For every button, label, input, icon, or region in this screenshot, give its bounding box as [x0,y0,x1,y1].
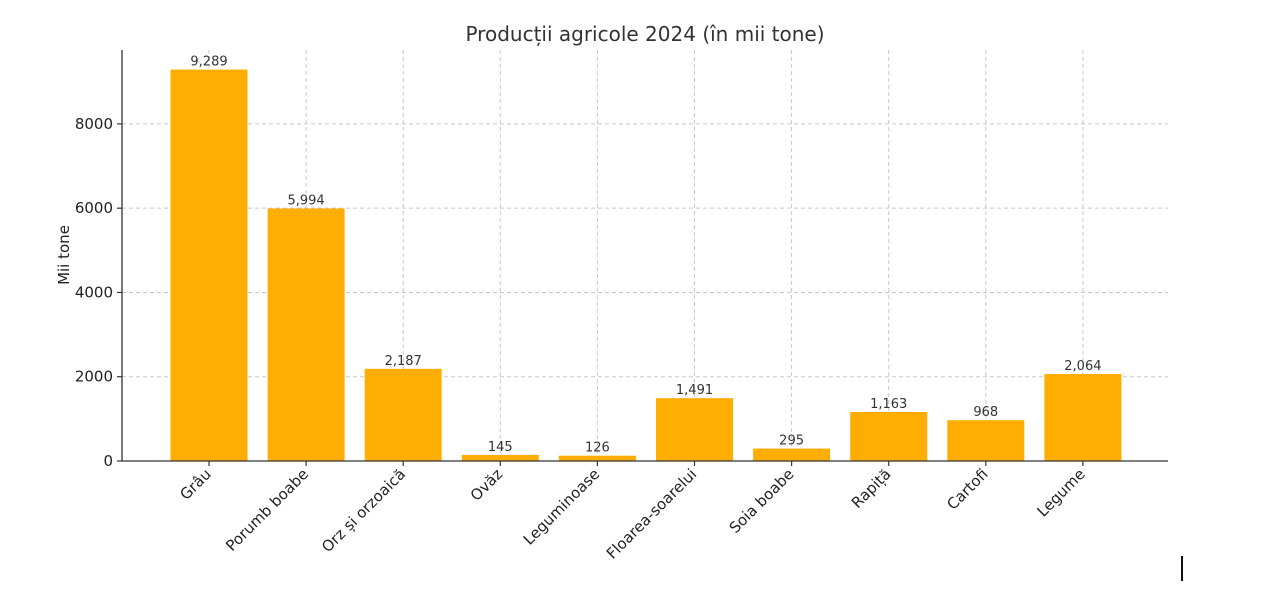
bar [461,454,539,461]
bar [656,398,733,461]
bars [170,69,1122,461]
bar [364,368,442,461]
bar [170,69,248,461]
bar-value-label: 2,187 [385,354,422,369]
bar-value-label: 145 [488,440,513,455]
x-tick-label: Grâu [176,465,215,504]
x-tick-label: Floarea-soarelui [603,465,701,563]
text-cursor [1181,556,1183,581]
bar-value-label: 9,289 [190,55,227,70]
bar-value-label: 295 [779,434,804,449]
y-tick-label: 0 [103,452,113,470]
bar-value-label: 1,491 [676,383,713,398]
bar [753,448,831,461]
x-tick-label: Rapiță [848,465,895,512]
bar [850,411,928,461]
bar [267,208,345,461]
x-tick-label: Soia boabe [726,465,798,537]
y-tick-label: 8000 [75,115,113,133]
bar [558,455,636,461]
bar-value-label: 1,163 [870,397,907,412]
y-tick-label: 2000 [75,368,113,386]
x-tick-label: Porumb boabe [222,465,312,555]
bar-value-label: 968 [973,405,998,420]
x-tick-label: Ovăz [467,465,507,505]
bar [1044,374,1122,461]
x-tick-label: Legume [1033,465,1088,520]
bar [947,420,1025,461]
bar-value-label: 2,064 [1064,359,1101,374]
y-tick-label: 6000 [75,199,113,217]
x-tick-label: Cartofi [943,465,991,513]
x-tick-label: Orz și orzoaică [318,465,409,556]
y-axis-label: Mii tone [55,225,73,285]
x-tick-label: Leguminoase [520,465,603,548]
chart-title: Producții agricole 2024 (în mii tone) [465,22,824,46]
y-tick-label: 4000 [75,283,113,301]
bar-value-label: 126 [585,441,610,456]
bar-value-label: 5,994 [287,193,324,208]
axes [117,50,1168,466]
